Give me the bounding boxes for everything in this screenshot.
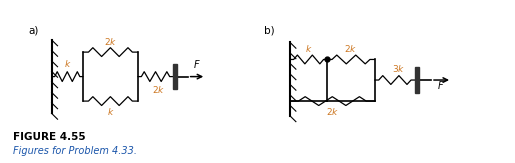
Text: $k$: $k$ — [107, 106, 114, 117]
Text: $2k$: $2k$ — [325, 106, 339, 117]
Text: $F$: $F$ — [193, 58, 200, 70]
Text: FIGURE 4.55: FIGURE 4.55 — [13, 132, 86, 142]
Text: $3k$: $3k$ — [392, 63, 405, 74]
Text: b): b) — [264, 26, 274, 36]
Text: Figures for Problem 4.33.: Figures for Problem 4.33. — [13, 146, 137, 156]
Text: $k$: $k$ — [63, 58, 71, 69]
Text: $k$: $k$ — [305, 43, 313, 54]
Bar — [415, 67, 419, 93]
Bar — [174, 64, 177, 89]
Text: $F$: $F$ — [437, 79, 445, 91]
Text: $2k$: $2k$ — [345, 43, 357, 54]
Text: a): a) — [28, 26, 39, 36]
Text: $2k$: $2k$ — [152, 84, 166, 95]
Text: $2k$: $2k$ — [104, 36, 117, 47]
